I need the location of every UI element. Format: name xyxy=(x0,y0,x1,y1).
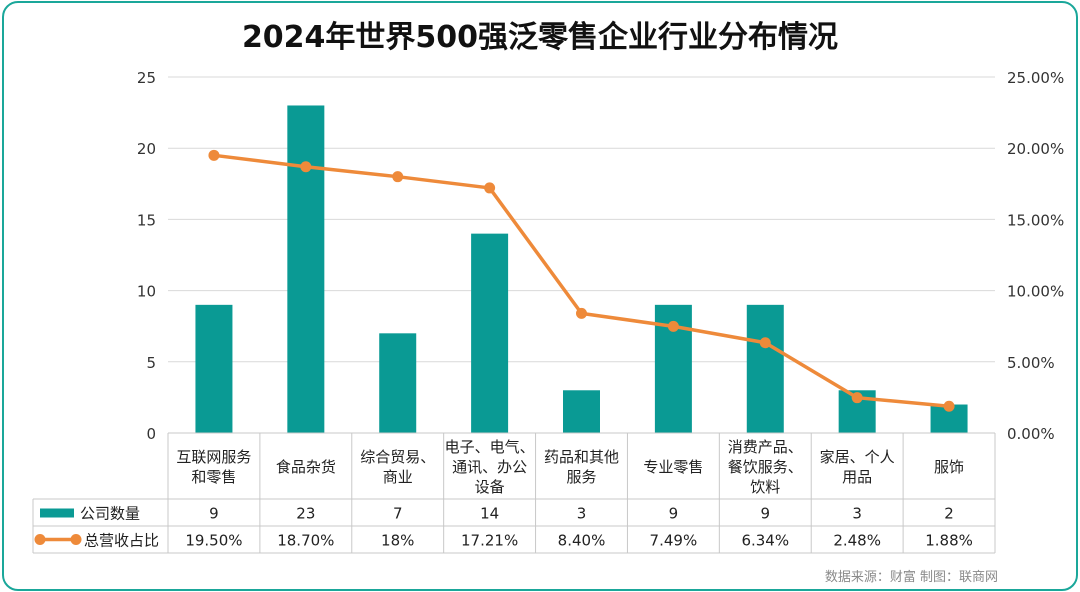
line-point xyxy=(759,337,771,349)
data-label: 8.40% xyxy=(558,532,606,550)
category-label: 食品杂货 xyxy=(276,458,336,476)
line-point xyxy=(667,320,679,332)
y-left-tick-label: 15 xyxy=(137,211,156,229)
source-note: 数据来源：财富 制图：联商网 xyxy=(824,570,998,585)
data-label: 14 xyxy=(480,505,499,523)
y-left-tick-label: 25 xyxy=(137,69,156,87)
data-label: 18% xyxy=(381,532,414,550)
legend-key-bar xyxy=(40,508,74,518)
y-right-tick-label: 20.00% xyxy=(1007,140,1064,158)
bar xyxy=(195,304,233,433)
legend-key-point xyxy=(34,534,46,545)
category-label: 药品和其他服务 xyxy=(544,448,619,486)
legend-label: 总营收占比 xyxy=(84,532,159,550)
legend-key-point xyxy=(70,534,82,545)
data-label: 2 xyxy=(944,505,954,523)
y-right-tick-label: 25.00% xyxy=(1007,69,1064,87)
bar xyxy=(563,390,600,433)
data-label: 17.21% xyxy=(461,532,518,550)
category-label: 消费产品、餐饮服务、饮料 xyxy=(728,438,803,496)
bar xyxy=(471,233,509,433)
category-label: 家居、个人用品 xyxy=(820,448,895,486)
y-left-tick-label: 10 xyxy=(137,283,156,301)
data-label: 1.88% xyxy=(925,532,973,550)
legend-label: 公司数量 xyxy=(80,505,140,523)
line-point xyxy=(392,171,404,183)
data-label: 23 xyxy=(296,505,315,523)
data-label: 3 xyxy=(577,505,587,523)
bar xyxy=(287,105,325,433)
line-point xyxy=(851,392,863,404)
y-right-tick-label: 5.00% xyxy=(1007,354,1055,372)
data-label: 9 xyxy=(669,505,679,523)
category-label: 服饰 xyxy=(934,458,964,476)
category-label: 电子、电气、通讯、办公设备 xyxy=(445,438,535,496)
y-right-tick-label: 0.00% xyxy=(1007,425,1055,443)
data-label: 7 xyxy=(393,505,403,523)
line-point xyxy=(943,400,955,412)
y-right-tick-label: 15.00% xyxy=(1007,211,1064,229)
data-label: 6.34% xyxy=(741,532,789,550)
category-label: 互联网服务和零售 xyxy=(176,448,251,486)
bar xyxy=(379,333,417,433)
data-label: 7.49% xyxy=(650,532,698,550)
line-point xyxy=(576,307,587,319)
line-point xyxy=(208,149,220,161)
data-label: 9 xyxy=(761,505,771,523)
category-label: 专业零售 xyxy=(643,458,703,476)
line-point xyxy=(300,161,312,173)
line-point xyxy=(484,182,496,194)
y-left-tick-label: 5 xyxy=(146,354,156,372)
data-label: 9 xyxy=(209,505,219,523)
category-label: 综合贸易、商业 xyxy=(360,448,435,486)
bar xyxy=(746,304,784,433)
data-label: 2.48% xyxy=(833,532,881,550)
y-left-tick-label: 0 xyxy=(146,425,156,443)
chart-title: 2024年世界500强泛零售企业行业分布情况 xyxy=(241,20,839,55)
data-label: 18.70% xyxy=(277,532,334,550)
data-label: 3 xyxy=(852,505,862,523)
data-label: 19.50% xyxy=(185,532,242,550)
y-right-tick-label: 10.00% xyxy=(1007,283,1064,301)
y-left-tick-label: 20 xyxy=(137,140,156,158)
